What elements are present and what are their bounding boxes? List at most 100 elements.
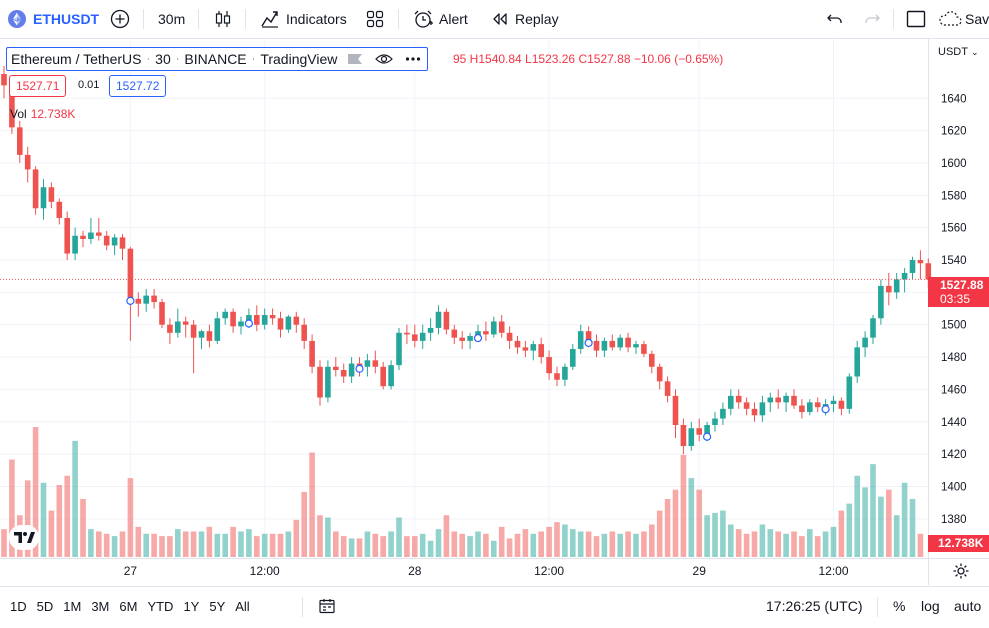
legend-interval: 30	[155, 51, 171, 67]
last-price-tag: 1527.88 03:35	[928, 277, 989, 307]
currency-label: USDT	[938, 46, 968, 58]
candle-body	[759, 402, 766, 416]
buy-price-button[interactable]: 1527.72	[109, 75, 167, 97]
volume-bar	[32, 427, 39, 557]
volume-legend[interactable]: Vol 12.738K	[10, 107, 75, 121]
x-tick-label: 12:00	[818, 564, 848, 578]
layouts-button[interactable]	[366, 0, 384, 38]
volume-bar	[427, 540, 434, 557]
candle-body	[364, 360, 371, 367]
candle-body	[498, 321, 505, 333]
indicators-button[interactable]: Indicators	[260, 0, 347, 38]
candle-body	[88, 232, 94, 239]
volume-bar	[688, 478, 695, 557]
range-button-5d[interactable]: 5D	[36, 598, 54, 614]
range-button-ytd[interactable]: YTD	[147, 598, 174, 614]
rewind-icon	[491, 11, 509, 27]
save-button[interactable]: Save	[937, 0, 989, 38]
volume-bar	[64, 475, 70, 557]
volume-bar	[483, 533, 489, 557]
y-tick-label: 1540	[941, 255, 967, 267]
candle-body	[380, 366, 386, 387]
fullscreen-button[interactable]	[906, 0, 926, 38]
sell-price-button[interactable]: 1527.71	[9, 75, 67, 97]
volume-bar	[664, 498, 671, 557]
compare-symbol-button[interactable]	[110, 0, 130, 38]
candle-body	[269, 315, 276, 319]
candle-body	[878, 285, 884, 319]
range-button-3m[interactable]: 3M	[91, 598, 110, 614]
interval-label: 30m	[158, 11, 186, 27]
chart-type-button[interactable]	[213, 0, 233, 38]
cloud-icon	[937, 9, 963, 29]
percent-toggle[interactable]: %	[893, 587, 905, 625]
event-marker	[244, 319, 253, 328]
symbol-legend[interactable]: Ethereum / TetherUS · 30 · BINANCE · Tra…	[6, 47, 429, 71]
range-button-1y[interactable]: 1Y	[183, 598, 200, 614]
toolbar-divider	[198, 9, 199, 29]
legend-separator: ·	[175, 53, 180, 65]
volume-bar	[901, 482, 908, 557]
candle-body	[720, 408, 726, 419]
replay-button[interactable]: Replay	[491, 0, 559, 38]
volume-bar	[333, 531, 339, 557]
event-marker	[821, 405, 830, 414]
settings-button[interactable]	[952, 562, 970, 580]
range-button-6m[interactable]: 6M	[119, 598, 138, 614]
candle-body	[412, 334, 418, 341]
log-toggle[interactable]: log	[921, 587, 940, 625]
clock-display[interactable]: 17:26:25 (UTC)	[766, 587, 862, 625]
legend-source: TradingView	[260, 51, 338, 67]
auto-toggle[interactable]: auto	[954, 587, 981, 625]
flag-icon[interactable]	[347, 53, 363, 65]
eye-icon[interactable]	[375, 53, 394, 65]
tradingview-logo[interactable]	[9, 525, 39, 550]
calendar-icon	[318, 597, 336, 615]
toolbar-divider	[893, 9, 894, 29]
candle-body	[396, 332, 402, 366]
candle-body	[175, 321, 181, 333]
volume-bar	[728, 524, 734, 557]
more-options-icon[interactable]	[405, 56, 421, 62]
currency-selector[interactable]: USDT ⌄	[938, 46, 979, 58]
candle-body	[791, 395, 797, 406]
volume-bar	[783, 533, 789, 557]
interval-button[interactable]: 30m	[158, 0, 185, 38]
go-to-date-button[interactable]	[318, 587, 336, 625]
volume-bar	[601, 533, 608, 557]
candle-body	[862, 337, 868, 348]
volume-bar	[175, 529, 181, 557]
volume-bar	[340, 536, 347, 557]
square-icon	[906, 9, 926, 29]
volume-bar	[127, 478, 134, 557]
range-button-1d[interactable]: 1D	[10, 598, 27, 614]
volume-bar	[878, 496, 884, 557]
undo-button[interactable]	[826, 0, 844, 38]
toolbar-divider	[877, 597, 878, 617]
chart-pane[interactable]: 1640162016001580156015401520150014801460…	[0, 39, 989, 585]
redo-button[interactable]	[863, 0, 881, 38]
range-button-5y[interactable]: 5Y	[209, 598, 226, 614]
candle-body	[688, 428, 695, 447]
candle-body	[198, 331, 205, 338]
toolbar-divider	[302, 597, 303, 617]
bottom-toolbar: 1D 5D 1M 3M 6M YTD 1Y 5Y All 17:26:25 (UTC) % lo…	[0, 586, 989, 628]
range-button-all[interactable]: All	[235, 598, 250, 614]
candle-body	[609, 340, 616, 348]
volume-bar	[388, 531, 394, 557]
candlestick-chart[interactable]: 1640162016001580156015401520150014801460…	[0, 39, 989, 585]
candle-body	[56, 201, 63, 218]
candle-body	[404, 332, 410, 335]
candle-body	[917, 260, 924, 264]
candle-body	[190, 324, 197, 338]
symbol-search-button[interactable]: ETHUSDT	[8, 0, 99, 38]
volume-bar	[206, 526, 213, 557]
volume-bar	[530, 533, 537, 557]
candle-body	[522, 347, 529, 351]
alert-button[interactable]: Alert	[412, 0, 468, 38]
range-button-1m[interactable]: 1M	[63, 598, 82, 614]
candle-body	[743, 402, 750, 409]
candle-body	[475, 331, 481, 337]
volume-bar	[285, 531, 292, 557]
volume-bar	[167, 536, 173, 557]
